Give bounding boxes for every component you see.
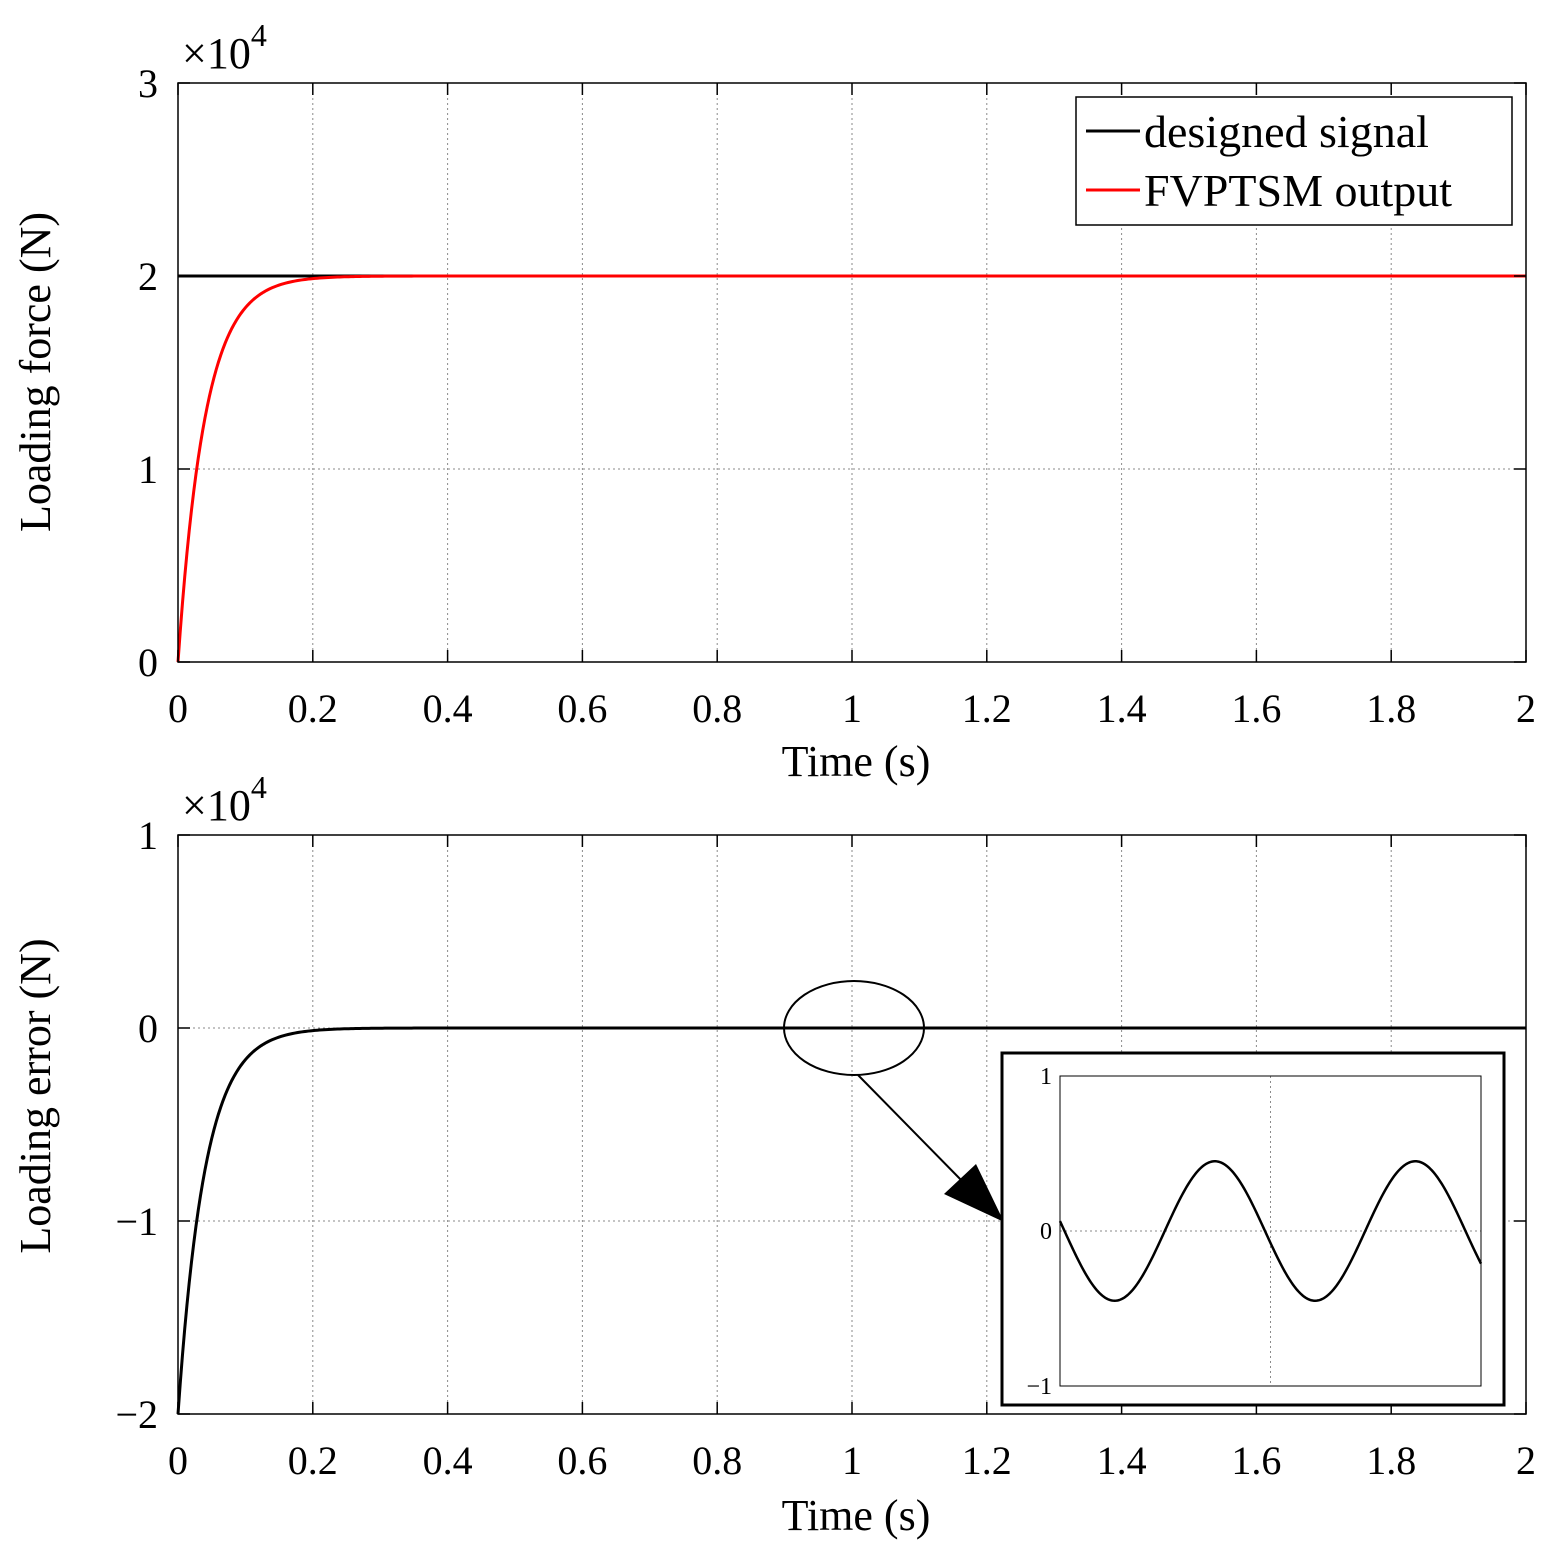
x-tick-label: 1.8 xyxy=(1366,686,1416,731)
x-tick-label: 1 xyxy=(842,1438,862,1483)
x-tick-label: 1.2 xyxy=(962,686,1012,731)
bottom-grid xyxy=(178,835,1526,1414)
bottom-x-axis-label: Time (s) xyxy=(782,1491,931,1540)
y-tick-label: −2 xyxy=(115,1392,158,1437)
inset-frame xyxy=(1000,1051,1506,1407)
bottom-y-axis-label: Loading error (N) xyxy=(11,938,60,1253)
x-tick-label: 1.6 xyxy=(1231,686,1281,731)
top-tick-marks xyxy=(177,82,1527,663)
zoom-ellipse xyxy=(783,980,925,1076)
x-tick-label: 0.4 xyxy=(423,686,473,731)
inset-y-tick-label: 1 xyxy=(1040,1064,1052,1090)
x-tick-label: 1.8 xyxy=(1366,1438,1416,1483)
x-tick-label: 1.4 xyxy=(1097,686,1147,731)
inset-y-tick-label: −1 xyxy=(1026,1374,1052,1400)
zoom-arrow-shaft xyxy=(857,1074,967,1186)
y-tick-label: 0 xyxy=(138,640,158,685)
inset-y-tick-labels: −1 0 1 xyxy=(1026,1064,1052,1400)
bottom-y-tick-labels: −2 −1 0 1 xyxy=(115,813,158,1437)
top-y-axis-label: Loading force (N) xyxy=(11,212,60,532)
top-y-tick-labels: 0 1 2 3 xyxy=(138,61,158,685)
bottom-y-exponent: ×104 xyxy=(182,769,267,830)
x-tick-label: 2 xyxy=(1516,1438,1536,1483)
inset: −1 0 1 xyxy=(1000,1051,1506,1407)
y-tick-label: 2 xyxy=(138,254,158,299)
y-tick-label: 3 xyxy=(138,61,158,106)
legend-label-designed-signal: designed signal xyxy=(1144,106,1429,157)
x-tick-label: 2 xyxy=(1516,686,1536,731)
bottom-panel: 0 0.2 0.4 0.6 0.8 1 1.2 1.4 1.6 1.8 2 −2−101 ×104 … xyxy=(11,769,1536,1540)
inset-grid xyxy=(1060,1076,1481,1386)
x-tick-label: 1.6 xyxy=(1231,1438,1281,1483)
y-tick-label: −1 xyxy=(115,1199,158,1244)
x-tick-label: 0.6 xyxy=(557,686,607,731)
x-tick-label: 0.8 xyxy=(692,1438,742,1483)
x-tick-label: 0 xyxy=(168,1438,188,1483)
x-tick-label: 0.2 xyxy=(288,1438,338,1483)
inset-series xyxy=(1058,1159,1483,1303)
top-x-axis-label: Time (s) xyxy=(782,737,931,786)
top-x-tick-labels: 0 0.2 0.4 0.6 0.8 1 1.2 1.4 1.6 1.8 2 xyxy=(168,686,1536,731)
legend-label-fvptsm-output: FVPTSM output xyxy=(1144,165,1452,216)
bottom-series xyxy=(176,1026,1526,1415)
x-tick-label: 0 xyxy=(168,686,188,731)
top-series xyxy=(176,274,1526,663)
legend-box xyxy=(1075,96,1513,226)
y-tick-label: 0 xyxy=(138,1006,158,1051)
x-tick-label: 1.4 xyxy=(1097,1438,1147,1483)
y-tick-label: 1 xyxy=(138,813,158,858)
bottom-x-tick-labels: 0 0.2 0.4 0.6 0.8 1 1.2 1.4 1.6 1.8 2 xyxy=(168,1438,1536,1483)
series-line-fvptsm-output xyxy=(176,274,1526,663)
zoom-arrow-head xyxy=(944,1164,1004,1222)
inset-y-tick-label: 0 xyxy=(1040,1219,1052,1245)
series-line-loading-error xyxy=(176,1026,1526,1415)
x-tick-label: 0.6 xyxy=(557,1438,607,1483)
x-tick-label: 0.4 xyxy=(423,1438,473,1483)
x-tick-label: 1.2 xyxy=(962,1438,1012,1483)
x-tick-label: 1 xyxy=(842,686,862,731)
inset-axes-box xyxy=(1059,1075,1482,1387)
x-tick-label: 0.8 xyxy=(692,686,742,731)
top-y-exponent: ×104 xyxy=(182,17,267,78)
y-tick-label: 1 xyxy=(138,447,158,492)
legend: designed signal FVPTSM output xyxy=(1075,96,1513,226)
inset-series-line xyxy=(1058,1159,1483,1303)
top-panel: 0 0.2 0.4 0.6 0.8 1 1.2 1.4 1.6 1.8 2 0 1 2 3 ×104 Ti… xyxy=(11,17,1536,786)
x-tick-label: 0.2 xyxy=(288,686,338,731)
bottom-tick-marks xyxy=(177,834,1527,1415)
